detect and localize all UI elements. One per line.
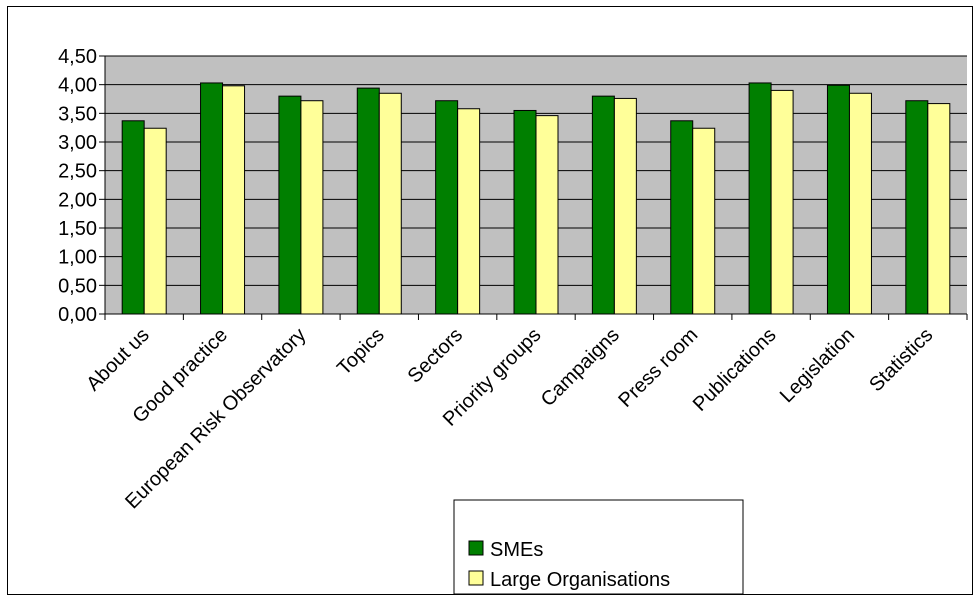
bars (121, 82, 951, 315)
x-axis-ticks (104, 314, 968, 320)
legend-label-large-organisations: Large Organisations (490, 569, 670, 591)
bar-smes-publications (748, 82, 772, 315)
y-tick-label: 4,00 (58, 75, 97, 97)
y-tick-label: 0,00 (58, 304, 97, 326)
legend-box (453, 499, 744, 595)
bar-smes-about-us (121, 120, 145, 315)
bar-smes-topics (356, 87, 380, 315)
x-category-label: Topics (333, 324, 389, 380)
bar-large-organisations-good-practice (222, 85, 246, 315)
y-tick-label: 2,00 (58, 189, 97, 211)
bar-smes-campaigns (591, 95, 615, 315)
legend-swatch-large-organisations (468, 570, 484, 586)
bar-smes-sectors (435, 100, 459, 315)
legend-swatch-smes (468, 540, 484, 556)
y-tick-label: 3,00 (58, 132, 97, 154)
x-category-label: Publications (689, 324, 781, 416)
y-tick-label: 1,50 (58, 218, 97, 240)
bar-large-organisations-topics (378, 92, 402, 315)
y-axis-ticks: 0,00 0,50 1,00 1,50 2,00 2,50 3,00 3,50 4,00 4,50 (58, 46, 105, 326)
bar-smes-press-room (670, 120, 694, 315)
bar-large-organisations-priority-groups (535, 115, 559, 315)
bar-large-organisations-statistics (927, 103, 951, 315)
x-category-label: About us (82, 324, 153, 395)
x-category-label: Legislation (776, 324, 859, 407)
bar-large-organisations-press-room (692, 127, 716, 315)
bar-large-organisations-legislation (848, 92, 872, 315)
bar-smes-european-risk-observatory (278, 95, 302, 315)
y-tick-label: 0,50 (58, 275, 97, 297)
x-category-label: Sectors (404, 324, 468, 388)
bar-smes-priority-groups (513, 109, 537, 315)
x-category-label: Campaigns (537, 324, 624, 411)
bar-large-organisations-about-us (143, 127, 167, 315)
bar-smes-legislation (826, 84, 850, 315)
x-category-label: Statistics (865, 324, 937, 396)
legend-label-smes: SMEs (490, 539, 543, 561)
y-tick-label: 1,00 (58, 247, 97, 269)
y-tick-label: 2,50 (58, 161, 97, 183)
bar-smes-good-practice (200, 82, 224, 315)
legend: SMEs Large Organisations (453, 499, 744, 595)
y-tick-label: 3,50 (58, 103, 97, 125)
y-tick-label: 4,50 (58, 46, 97, 68)
bar-large-organisations-publications (770, 89, 794, 315)
bar-large-organisations-sectors (457, 108, 481, 315)
bar-smes-statistics (905, 100, 929, 315)
bar-large-organisations-campaigns (613, 97, 637, 315)
bar-large-organisations-european-risk-observatory (300, 100, 324, 315)
